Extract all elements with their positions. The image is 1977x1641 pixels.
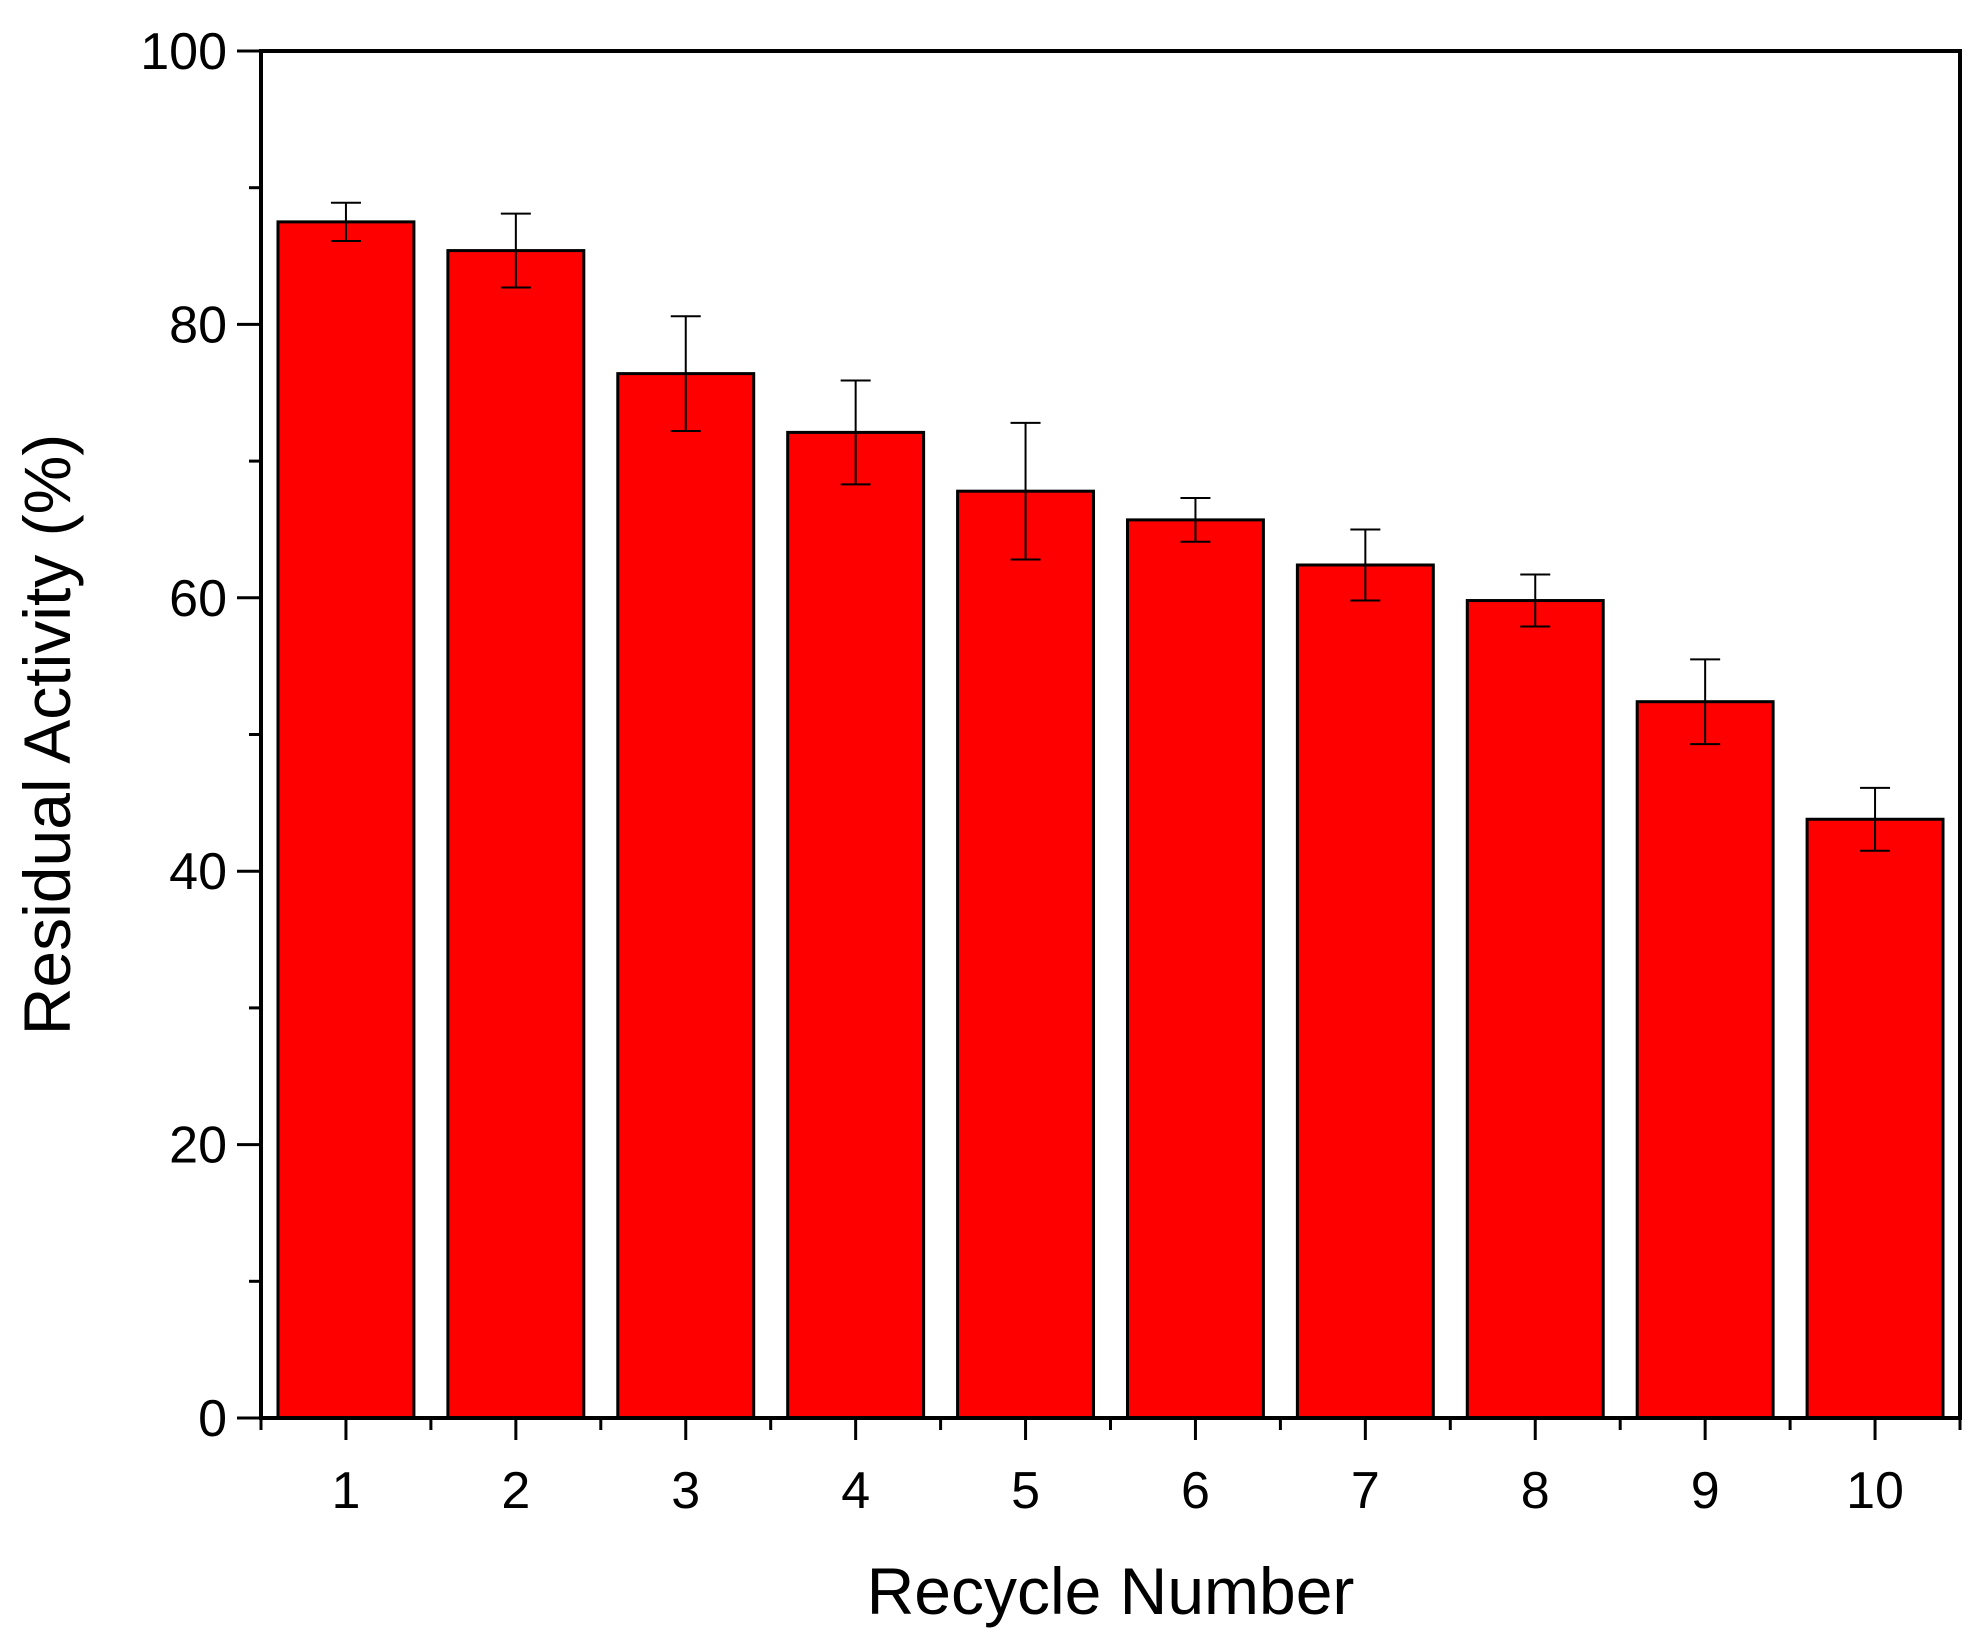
y-tick-label-60: 60 [169,570,227,628]
y-axis-ticks: 0 20 40 60 80 100 [140,23,261,1448]
y-axis-title: Residual Activity (%) [10,434,84,1036]
error-bar-1 [330,201,361,243]
bar-7 [1295,563,1435,1420]
y-tick-label-100: 100 [140,23,227,81]
x-tick-label-2: 2 [501,1462,530,1520]
bars-group [276,220,1945,1420]
error-bars-group [330,201,1891,852]
bar-2 [446,249,586,1420]
y-tick-label-80: 80 [169,296,227,354]
bar-6 [1125,518,1265,1420]
error-bar-6 [1180,497,1211,543]
error-bar-10 [1860,786,1891,852]
x-tick-label-3: 3 [671,1462,700,1520]
bar-4 [786,430,926,1420]
y-tick-label-20: 20 [169,1117,227,1175]
error-bar-8 [1520,573,1551,628]
x-tick-label-9: 9 [1691,1462,1720,1520]
x-tick-label-8: 8 [1521,1462,1550,1520]
error-bar-9 [1690,658,1721,746]
error-bar-7 [1350,528,1381,602]
error-bar-5 [1010,421,1041,561]
x-tick-label-7: 7 [1351,1462,1380,1520]
x-tick-label-6: 6 [1181,1462,1210,1520]
bar-5 [956,489,1096,1420]
x-tick-label-10: 10 [1846,1462,1904,1520]
x-tick-label-5: 5 [1011,1462,1040,1520]
bar-9 [1635,700,1775,1420]
x-tick-label-1: 1 [331,1462,360,1520]
bar-3 [616,372,756,1420]
error-bar-4 [840,379,871,486]
x-axis-ticks: 1 2 3 4 5 6 7 8 9 10 [259,1418,1962,1520]
bar-1 [276,220,416,1420]
error-bar-3 [670,315,701,433]
x-tick-label-4: 4 [841,1462,870,1520]
y-tick-label-40: 40 [169,843,227,901]
y-tick-label-0: 0 [198,1390,227,1448]
bar-10 [1805,817,1945,1420]
error-bar-2 [500,212,531,289]
x-axis-title: Recycle Number [867,1554,1355,1628]
bar-8 [1465,599,1605,1420]
